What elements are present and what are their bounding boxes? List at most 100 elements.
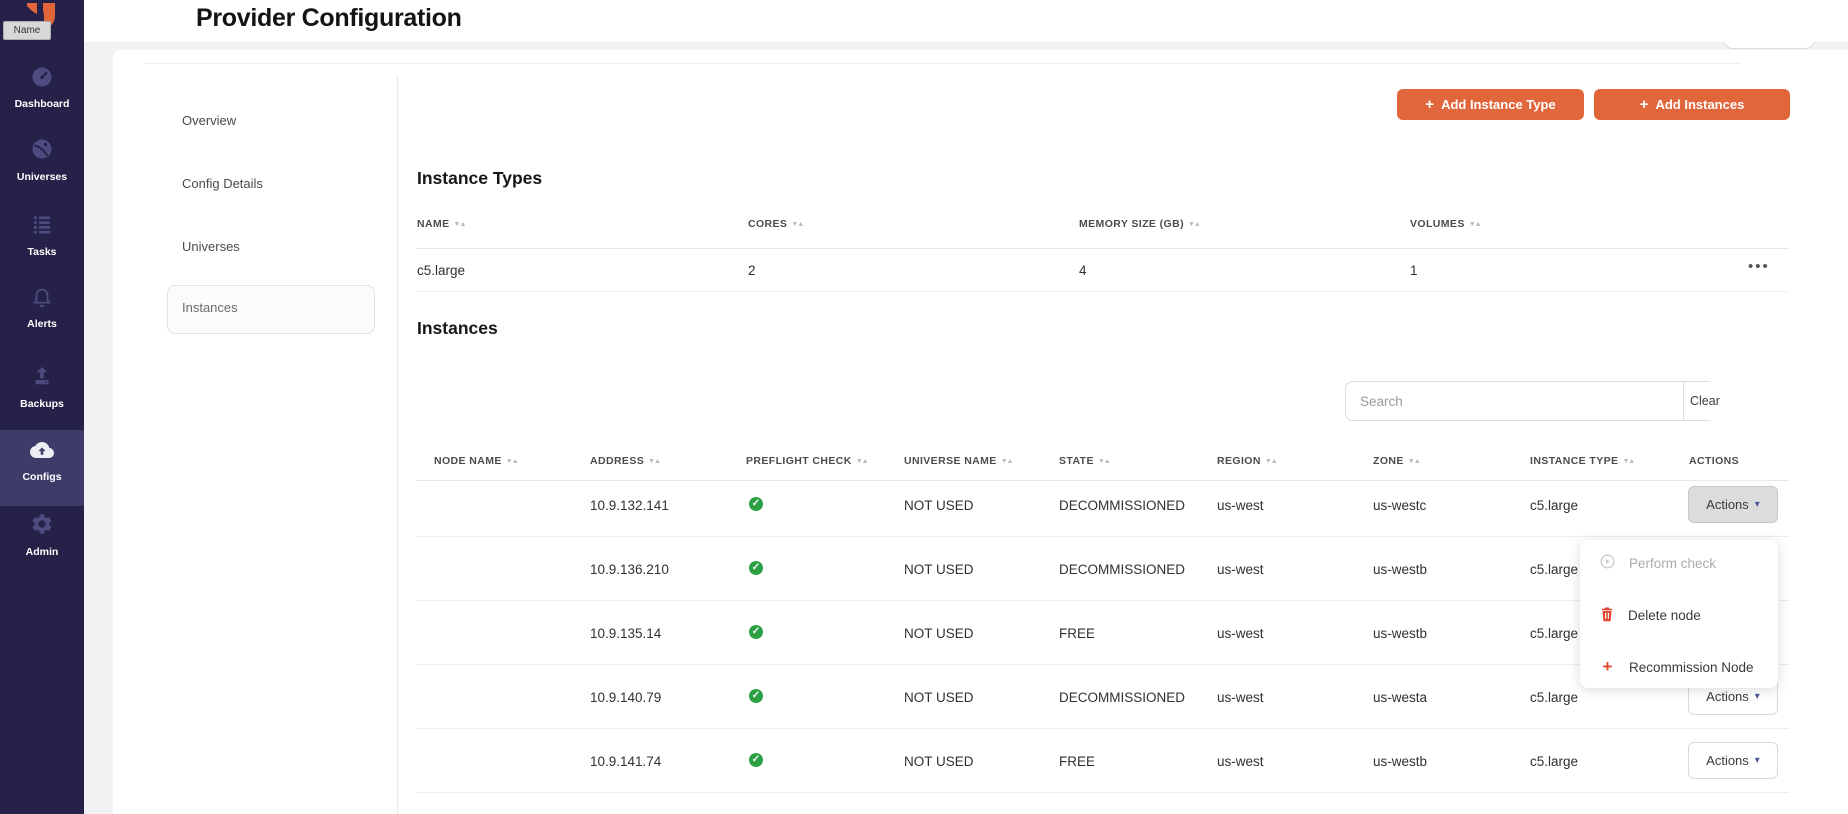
col-header-volumes[interactable]: VOLUMES ▼▲: [1410, 218, 1482, 230]
subnav-item-overview[interactable]: Overview: [182, 113, 237, 128]
sort-icon[interactable]: ▼▲: [1188, 221, 1201, 228]
preflight-check-pass-icon: ✓: [749, 497, 763, 511]
sort-icon[interactable]: ▼▲: [1468, 221, 1482, 228]
search-input[interactable]: [1346, 382, 1683, 420]
sidebar-item-tasks[interactable]: Tasks: [0, 212, 84, 258]
table-row: 10.9.141.74 ✓ NOT USED FREE us-west us-w…: [0, 729, 1848, 793]
sort-icon[interactable]: ▼▲: [1622, 458, 1635, 465]
col-header-universe-name[interactable]: UNIVERSE NAME ▼▲: [904, 455, 1014, 467]
sidebar-item-backups[interactable]: Backups: [0, 364, 84, 410]
col-header-preflight-check[interactable]: PREFLIGHT CHECK ▼▲: [746, 455, 869, 467]
sidebar-item-configs[interactable]: Configs: [0, 437, 84, 483]
sidebar: Name Dashboard Universes Tasks Alerts: [0, 0, 84, 814]
cell-universe: NOT USED: [904, 690, 974, 705]
gear-icon: [30, 512, 54, 541]
cell-instance-type: c5.large: [1530, 754, 1579, 769]
sidebar-item-universes[interactable]: Universes: [0, 137, 84, 183]
cell-universe: NOT USED: [904, 626, 974, 641]
col-header-zone[interactable]: ZONE ▼▲: [1373, 455, 1421, 467]
trash-icon: [1600, 606, 1614, 625]
cell-zone: us-westa: [1373, 690, 1428, 705]
cell-state: DECOMMISSIONED: [1059, 498, 1186, 513]
cell-volumes: 1: [1410, 263, 1418, 278]
sidebar-item-dashboard[interactable]: Dashboard: [0, 64, 84, 110]
sort-icon[interactable]: ▼▲: [1097, 458, 1111, 465]
preflight-check-pass-icon: ✓: [749, 561, 763, 575]
subnav-divider: [397, 75, 398, 814]
cell-zone: us-westb: [1373, 754, 1428, 769]
actions-dropdown-button[interactable]: Actions ▾: [1688, 742, 1778, 779]
table-row: 10.9.136.210 ✓ NOT USED DECOMMISSIONED u…: [0, 537, 1848, 601]
card-top-divider: [144, 63, 1740, 64]
col-header-state[interactable]: STATE ▼▲: [1059, 455, 1111, 467]
col-header-name[interactable]: NAME ▼▲: [417, 218, 467, 230]
table-row: 10.9.132.141 ✓ NOT USED DECOMMISSIONED u…: [0, 473, 1848, 537]
cell-state: DECOMMISSIONED: [1059, 562, 1186, 577]
cell-zone: us-westb: [1373, 562, 1428, 577]
menu-item-delete-node[interactable]: Delete node: [1580, 598, 1778, 632]
menu-item-perform-check: Perform check: [1580, 546, 1778, 580]
row-ellipsis-menu-icon[interactable]: •••: [1748, 258, 1770, 275]
search-group: Clear: [1345, 381, 1726, 421]
cell-state: DECOMMISSIONED: [1059, 690, 1186, 705]
row-divider: [417, 536, 1789, 537]
cell-universe: NOT USED: [904, 562, 974, 577]
col-header-address[interactable]: ADDRESS ▼▲: [590, 455, 661, 467]
row-divider: [417, 600, 1789, 601]
cell-region: us-west: [1217, 690, 1264, 705]
cell-address: 10.9.135.14: [590, 626, 662, 641]
sort-icon[interactable]: ▼▲: [791, 221, 804, 228]
preflight-check-pass-icon: ✓: [749, 753, 763, 767]
cell-instance-type: c5.large: [1530, 626, 1579, 641]
list-icon: [30, 212, 54, 241]
sidebar-item-admin[interactable]: Admin: [0, 512, 84, 558]
top-header: Provider Configuration: [84, 0, 1848, 42]
col-header-cores[interactable]: CORES ▼▲: [748, 218, 804, 230]
sort-icon[interactable]: ▼▲: [1000, 458, 1014, 465]
cell-address: 10.9.132.141: [590, 498, 669, 513]
cloud-upload-icon: [30, 437, 54, 466]
preflight-check-pass-icon: ✓: [749, 625, 763, 639]
cell-zone: us-westc: [1373, 498, 1427, 513]
subnav-item-instances[interactable]: [167, 285, 375, 334]
plus-icon: +: [1425, 96, 1435, 113]
sort-icon[interactable]: ▼▲: [855, 458, 869, 465]
instances-title: Instances: [417, 318, 498, 338]
subnav-item-config-details[interactable]: Config Details: [182, 176, 263, 191]
menu-item-recommission-node[interactable]: + Recommission Node: [1580, 650, 1778, 684]
actions-dropdown-button[interactable]: Actions ▾: [1688, 486, 1778, 523]
instance-types-title: Instance Types: [417, 168, 543, 188]
play-circle-icon: [1600, 554, 1615, 572]
cell-address: 10.9.136.210: [590, 562, 669, 577]
col-header-memory-size[interactable]: MEMORY SIZE (GB) ▼▲: [1079, 218, 1201, 230]
actions-dropdown-menu: Perform check Delete node + Recommission…: [1580, 540, 1778, 688]
add-instance-type-button[interactable]: + Add Instance Type: [1397, 89, 1584, 120]
plus-icon: +: [1602, 657, 1613, 676]
clear-button[interactable]: Clear: [1683, 382, 1726, 420]
add-instances-button[interactable]: + Add Instances: [1594, 89, 1790, 120]
sidebar-item-alerts[interactable]: Alerts: [0, 284, 84, 330]
cell-memory: 4: [1079, 263, 1087, 278]
row-divider: [417, 664, 1789, 665]
table-divider: [417, 480, 1789, 481]
subnav-item-universes[interactable]: Universes: [182, 239, 240, 254]
content-card: [113, 50, 1848, 814]
cell-universe: NOT USED: [904, 754, 974, 769]
sort-icon[interactable]: ▼▲: [453, 221, 467, 228]
row-divider: [417, 792, 1789, 793]
col-header-instance-type[interactable]: INSTANCE TYPE ▼▲: [1530, 455, 1635, 467]
page-title: Provider Configuration: [196, 4, 462, 32]
cell-instance-type: c5.large: [1530, 562, 1579, 577]
sort-icon[interactable]: ▼▲: [1407, 458, 1421, 465]
sort-icon[interactable]: ▼▲: [505, 458, 519, 465]
cell-region: us-west: [1217, 498, 1264, 513]
sort-icon[interactable]: ▼▲: [648, 458, 661, 465]
table-row: 10.9.135.14 ✓ NOT USED FREE us-west us-w…: [0, 601, 1848, 665]
sort-icon[interactable]: ▼▲: [1264, 458, 1278, 465]
cell-name: c5.large: [417, 263, 466, 278]
table-divider: [417, 248, 1789, 249]
col-header-region[interactable]: REGION ▼▲: [1217, 455, 1278, 467]
col-header-node-name[interactable]: NODE NAME ▼▲: [434, 455, 519, 467]
cell-instance-type: c5.large: [1530, 690, 1579, 705]
upload-icon: [30, 364, 54, 393]
